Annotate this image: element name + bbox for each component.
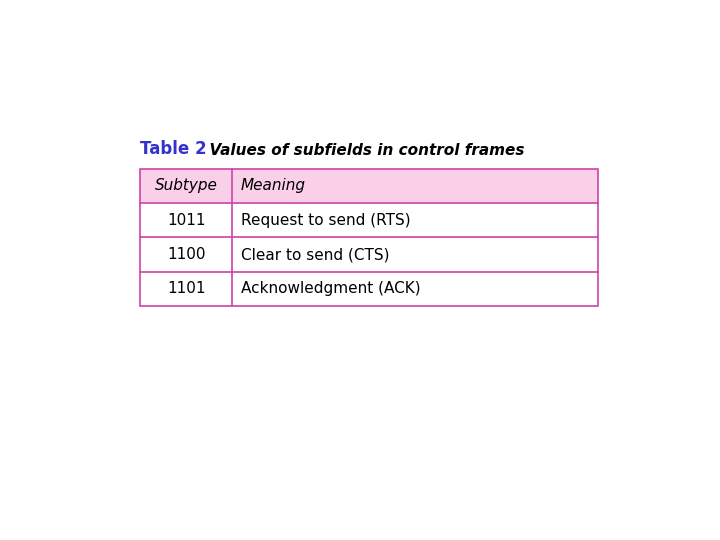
- Text: Meaning: Meaning: [240, 178, 306, 193]
- Text: 1011: 1011: [167, 213, 205, 228]
- Text: Subtype: Subtype: [155, 178, 217, 193]
- Text: Request to send (RTS): Request to send (RTS): [240, 213, 410, 228]
- Text: Values of subfields in control frames: Values of subfields in control frames: [199, 143, 524, 158]
- FancyBboxPatch shape: [140, 168, 598, 203]
- Text: 1101: 1101: [167, 281, 205, 296]
- Text: Table 2: Table 2: [140, 140, 207, 158]
- Text: Clear to send (CTS): Clear to send (CTS): [240, 247, 389, 262]
- Text: Acknowledgment (ACK): Acknowledgment (ACK): [240, 281, 420, 296]
- Text: 1100: 1100: [167, 247, 205, 262]
